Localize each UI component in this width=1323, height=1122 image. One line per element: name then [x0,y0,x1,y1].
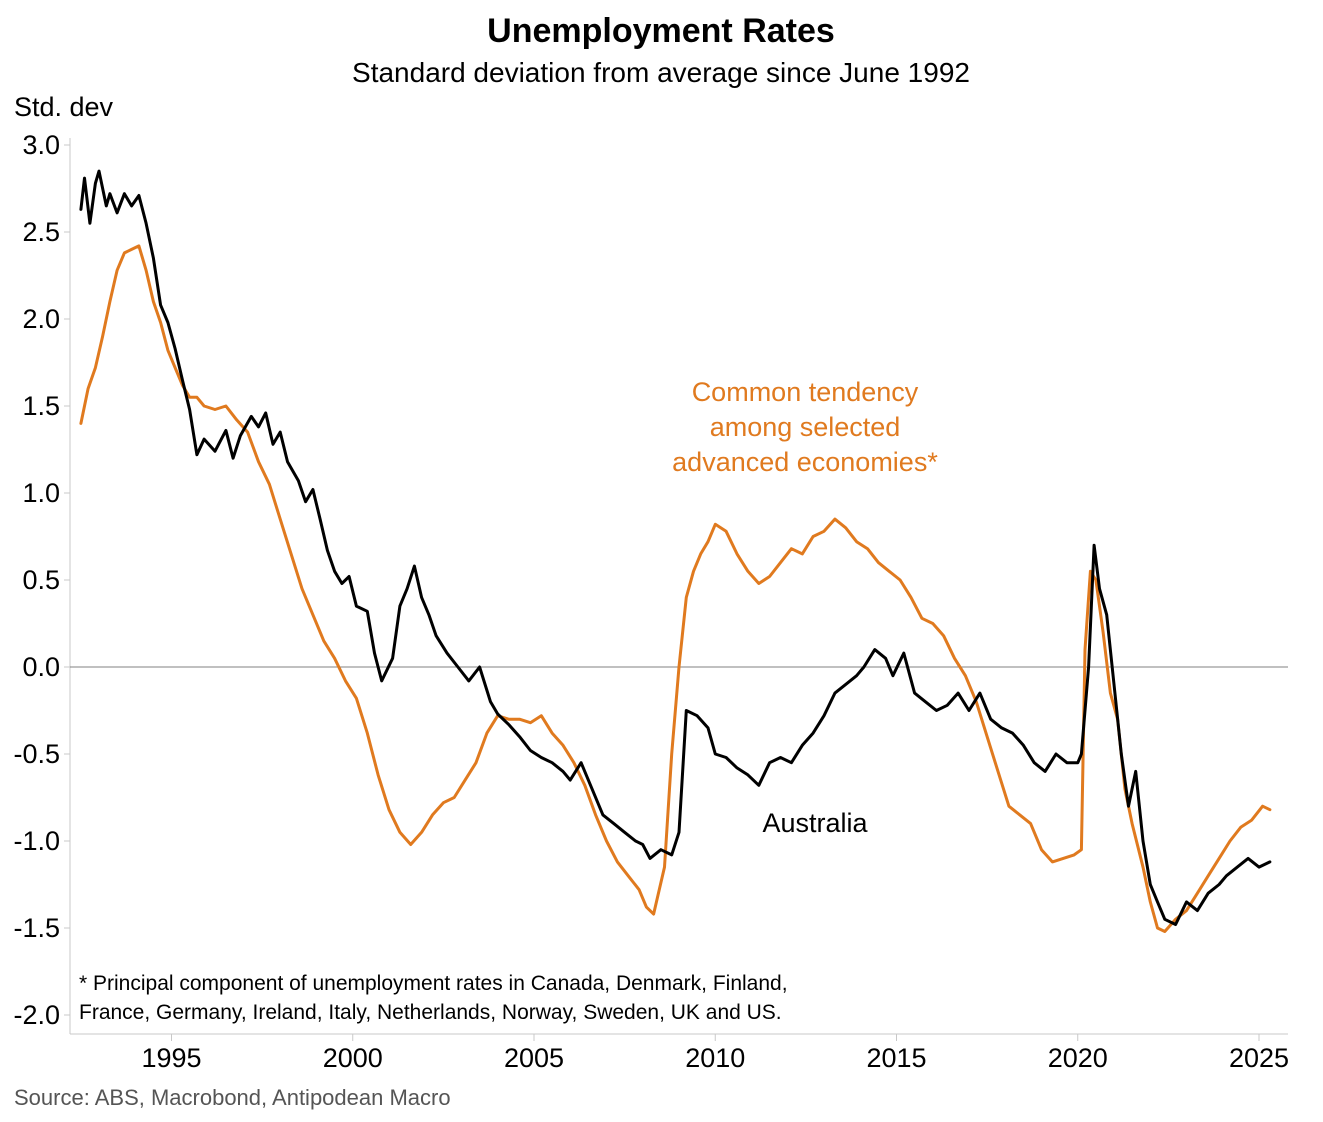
x-tick-label: 2025 [1229,1043,1289,1073]
y-tick-label: 1.0 [22,478,60,508]
y-tick-label: 0.5 [22,565,60,595]
x-tick-label: 2000 [323,1043,383,1073]
y-tick-label: 1.5 [22,391,60,421]
source-note: Source: ABS, Macrobond, Antipodean Macro [14,1085,451,1110]
x-tick-label: 2020 [1048,1043,1108,1073]
x-tick-label: 2005 [504,1043,564,1073]
y-tick-label: -0.5 [13,739,60,769]
y-tick-label: 2.0 [22,304,60,334]
common-tendency-series-line [79,244,1272,933]
x-tick-label: 2010 [685,1043,745,1073]
y-tick-label: -1.0 [13,826,60,856]
axes [69,138,1288,1035]
y-tick-label: -1.5 [13,913,60,943]
series-group [79,169,1272,933]
chart-subtitle: Standard deviation from average since Ju… [352,57,970,88]
x-tick-label: 2015 [866,1043,926,1073]
footnote-line-2: France, Germany, Ireland, Italy, Netherl… [79,1001,782,1024]
x-ticks: 1995 2000 2005 2010 2015 2020 2025 [141,1034,1289,1073]
orange-annotation-line-3: advanced economies* [672,447,938,477]
y-tick-label: 0.0 [22,652,60,682]
y-tick-label: -2.0 [13,1000,60,1030]
y-ticks: 3.0 2.5 2.0 1.5 1.0 0.5 0.0 -0.5 -1.0 -1.5 -2.0 [13,130,70,1030]
y-axis-label: Std. dev [14,92,114,122]
x-tick-label: 1995 [141,1043,201,1073]
orange-annotation: Common tendency among selected advanced … [672,377,938,477]
y-tick-label: 3.0 [22,130,60,160]
y-tick-label: 2.5 [22,217,60,247]
chart-title: Unemployment Rates [487,12,835,50]
orange-annotation-line-1: Common tendency [692,377,919,407]
australia-series-line [79,169,1272,926]
orange-annotation-line-2: among selected [710,412,901,442]
australia-label: Australia [762,808,868,838]
footnote-line-1: * Principal component of unemployment ra… [79,972,788,995]
